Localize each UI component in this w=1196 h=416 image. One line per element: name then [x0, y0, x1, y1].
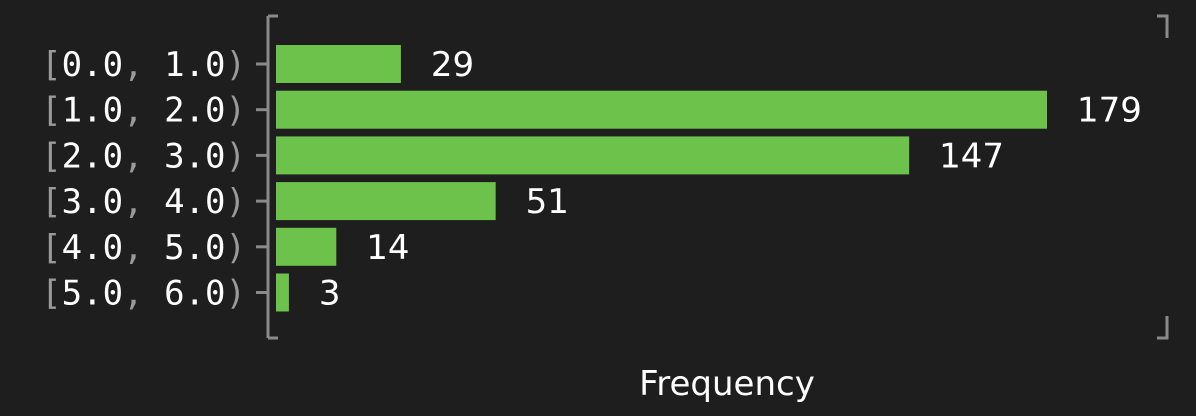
y-tick-label: [5.0, 6.0)	[41, 274, 246, 314]
bar	[276, 136, 910, 175]
y-tick-label: [0.0, 1.0)	[41, 45, 246, 85]
bar-value-label: 147	[939, 136, 1004, 176]
chart-frame	[266, 14, 1169, 340]
bar-value-label: 179	[1077, 91, 1142, 131]
bar	[276, 227, 337, 266]
x-axis-label: Frequency	[639, 364, 815, 404]
frame-corner-top-right	[1157, 14, 1169, 38]
y-tick-label: [2.0, 3.0)	[41, 136, 246, 176]
y-tick-label: [3.0, 4.0)	[41, 182, 246, 222]
y-tick-label: [4.0, 5.0)	[41, 228, 246, 268]
bar	[276, 90, 1047, 129]
bar	[276, 273, 289, 312]
bar-value-label: 3	[319, 274, 341, 314]
frame-corner-bottom-right	[1157, 316, 1169, 340]
bar-value-label: 14	[366, 228, 409, 268]
data-labels: 29 179 147 51 14 3	[319, 45, 1142, 314]
bars	[276, 45, 1047, 312]
bar	[276, 182, 496, 221]
y-axis: [0.0, 1.0) [1.0, 2.0) [2.0, 3.0) [3.0, 4.0)…	[41, 45, 268, 314]
bar	[276, 45, 401, 83]
bar-value-label: 51	[526, 182, 569, 222]
y-tick-label: [1.0, 2.0)	[41, 91, 246, 131]
bar-value-label: 29	[431, 45, 474, 85]
